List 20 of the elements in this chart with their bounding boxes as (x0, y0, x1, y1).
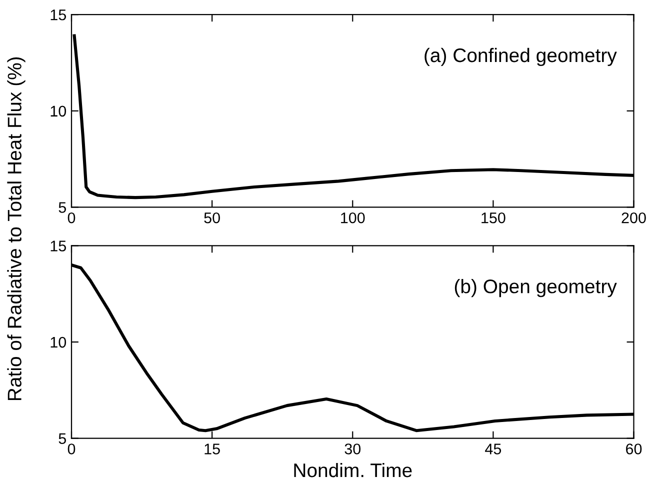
y-tick-label: 5 (58, 202, 66, 213)
annotation: (a) Confined geometry (424, 48, 617, 66)
annotation: (b) Open geometry (454, 279, 617, 298)
y-tick-label: 10 (50, 336, 66, 348)
x-tick-label: 0 (68, 212, 76, 224)
x-tick-label: 150 (482, 212, 506, 224)
x-tick-label: 30 (344, 444, 361, 454)
x-tick-label: 50 (204, 212, 220, 224)
x-axis-title: Nondim. Time (294, 462, 412, 478)
y-tick-label: 15 (50, 10, 66, 20)
y-tick-label: 5 (58, 433, 66, 444)
y-tick-label: 10 (50, 106, 66, 117)
x-tick-label: 0 (68, 444, 76, 454)
y-tick-label: 15 (50, 240, 66, 252)
x-tick-label: 60 (626, 444, 642, 454)
x-tick-label: 100 (341, 212, 365, 224)
x-tick-label: 45 (485, 444, 502, 454)
x-tick-label: 200 (622, 212, 646, 224)
x-tick-label: 15 (204, 444, 220, 454)
y-axis-title: Ratio of Radiative to Total Heat Flux (%) (7, 57, 26, 400)
